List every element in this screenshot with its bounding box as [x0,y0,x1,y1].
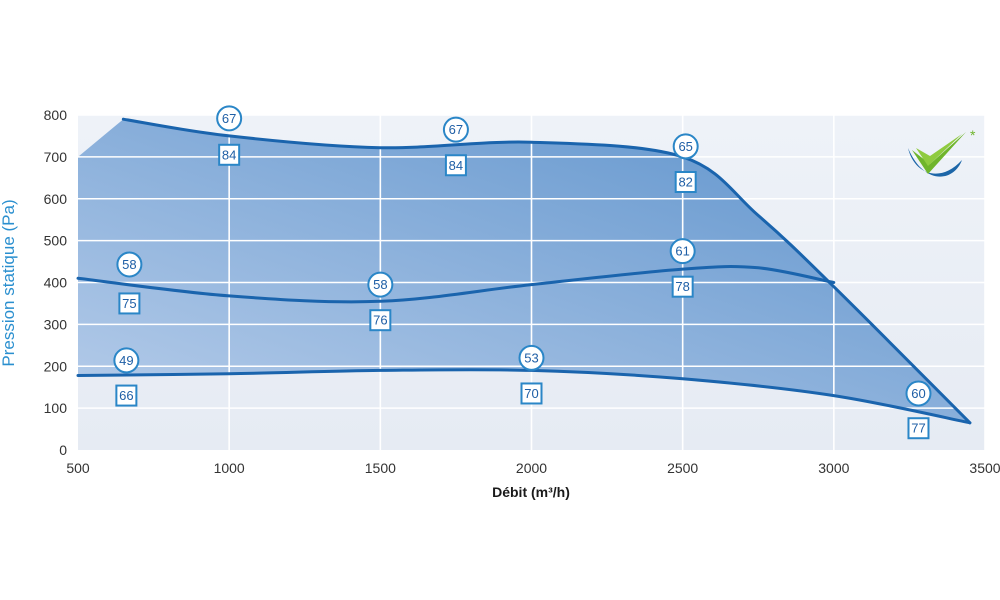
y-tick-label: 700 [44,149,68,165]
annotation-3: 67 84 [216,105,243,166]
square-marker [218,143,241,166]
operating-envelope-area [78,119,970,423]
circle-marker [367,271,394,298]
circle-value: 60 [911,386,925,401]
square-marker [115,384,138,407]
circle-value: 61 [675,244,689,259]
annotation-1: 58 75 [116,251,143,315]
square-value: 70 [524,386,538,401]
y-tick-label: 800 [44,107,68,123]
x-tick-label: 1000 [214,460,245,476]
annotation-6: 53 70 [518,344,545,405]
circle-value: 58 [373,277,387,292]
y-tick-label: 400 [44,275,68,291]
annotation-4: 58 76 [367,271,394,332]
square-marker [907,417,930,440]
y-tick-label: 600 [44,191,68,207]
y-tick-label: 500 [44,233,68,249]
square-value: 84 [222,147,236,162]
circle-marker [669,238,696,265]
circle-marker [216,105,243,132]
svg-text:*: * [970,127,976,143]
square-value: 77 [911,421,925,436]
square-marker [444,154,467,177]
y-axis-label: Pression statique (Pa) [0,199,18,366]
annotation-5: 67 84 [442,116,469,177]
square-marker [674,171,697,193]
circle-marker [113,347,140,374]
curve-2 [76,265,836,304]
x-tick-label: 3000 [818,460,849,476]
annotation-9: 60 77 [905,380,932,440]
curve-1 [121,117,972,425]
y-tick-label: 200 [44,358,68,374]
x-tick-label: 2000 [516,460,547,476]
circle-marker [905,380,932,407]
square-marker [369,309,392,332]
annotation-8: 61 78 [669,238,696,298]
circle-marker [518,344,545,371]
circle-marker [116,251,143,278]
x-tick-label: 2500 [667,460,698,476]
annotation-2: 49 66 [113,347,140,407]
x-tick-label: 3500 [969,460,1000,476]
circle-value: 67 [449,122,463,137]
circle-value: 65 [678,139,692,154]
square-value: 75 [122,296,136,311]
square-marker [118,292,141,315]
square-marker [520,382,543,405]
circle-value: 67 [222,111,236,126]
y-tick-label: 300 [44,316,68,332]
annotations: 58 75 49 66 67 84 58 76 67 84 53 70 65 82 61 78 60 77 [113,105,932,440]
square-value: 76 [373,313,387,328]
square-value: 84 [449,158,463,173]
circle-value: 58 [122,257,136,272]
y-tick-label: 100 [44,400,68,416]
square-marker [671,275,694,298]
square-value: 66 [119,388,133,403]
y-axis-ticks: 0 100 200 300 400 500 600 700 800 [44,107,68,458]
x-axis-label: Débit (m³/h) [492,484,570,500]
y-tick-label: 0 [59,442,67,458]
circle-value: 49 [119,353,133,368]
square-value: 82 [678,175,692,190]
circle-marker [672,133,699,160]
certification-check-logo-icon: * [908,127,976,177]
square-value: 78 [675,279,689,294]
x-tick-label: 500 [66,460,90,476]
annotation-7: 65 82 [672,133,699,193]
x-axis-ticks: 500 1000 1500 2000 2500 3000 3500 [66,460,1000,476]
circle-marker [442,116,469,143]
x-tick-label: 1500 [365,460,396,476]
circle-value: 53 [524,350,538,365]
